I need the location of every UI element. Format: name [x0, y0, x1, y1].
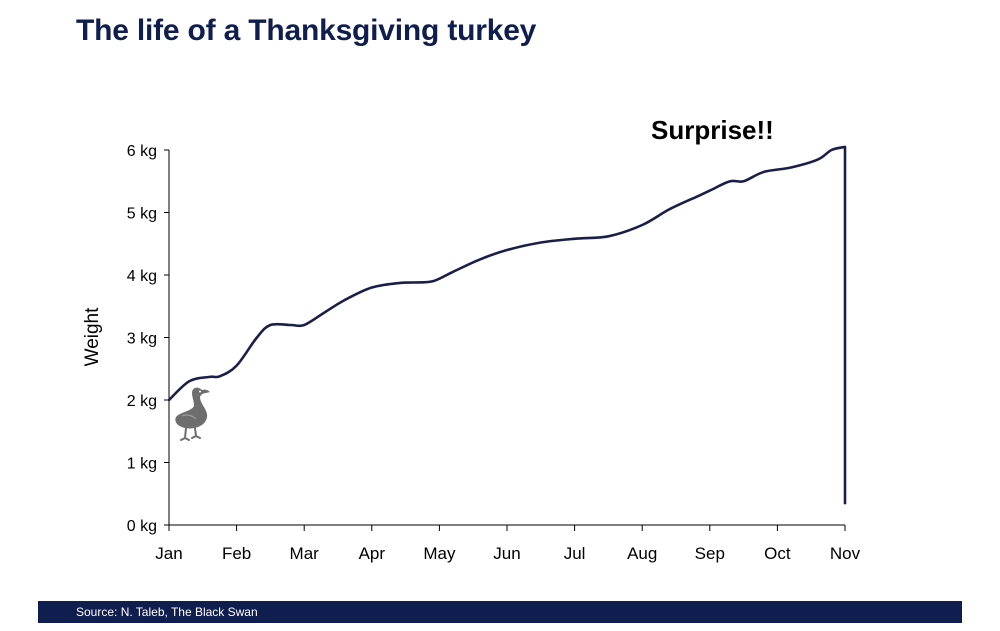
x-tick-label: Jul [564, 544, 586, 563]
y-tick-label: 1 kg [127, 456, 157, 473]
x-tick-label: Aug [627, 544, 657, 563]
x-tick-label: Apr [359, 544, 386, 563]
x-tick-label: Jan [155, 544, 182, 563]
x-tick-label: Oct [764, 544, 791, 563]
tick-labels: 0 kg 1 kg 2 kg 3 kg 4 kg 5 kg 6 kg Jan Feb Mar Apr… [127, 143, 861, 563]
page-title: The life of a Thanksgiving turkey [76, 14, 537, 47]
x-tick-label: Nov [830, 544, 861, 563]
surprise-annotation: Surprise!! [651, 115, 774, 145]
x-tick-label: Feb [222, 544, 251, 563]
y-tick-label: 5 kg [127, 206, 157, 223]
weight-series-line [167, 145, 847, 505]
goose-icon [175, 387, 210, 441]
x-tick-label: May [423, 544, 456, 563]
y-tick-label: 6 kg [127, 143, 157, 160]
y-tick-label: 0 kg [127, 518, 157, 535]
x-tick-label: Mar [290, 544, 320, 563]
weight-chart: 0 kg 1 kg 2 kg 3 kg 4 kg 5 kg 6 kg Jan Feb Mar Apr… [82, 115, 861, 563]
source-text: Source: N. Taleb, The Black Swan [76, 605, 258, 619]
y-tick-label: 4 kg [127, 268, 157, 285]
y-axis-label: Weight [82, 307, 103, 367]
axes [164, 149, 846, 531]
source-footer: Source: N. Taleb, The Black Swan [38, 601, 962, 623]
x-tick-label: Sep [695, 544, 725, 563]
y-tick-label: 2 kg [127, 393, 157, 410]
y-tick-label: 3 kg [127, 331, 157, 348]
x-tick-label: Jun [493, 544, 520, 563]
